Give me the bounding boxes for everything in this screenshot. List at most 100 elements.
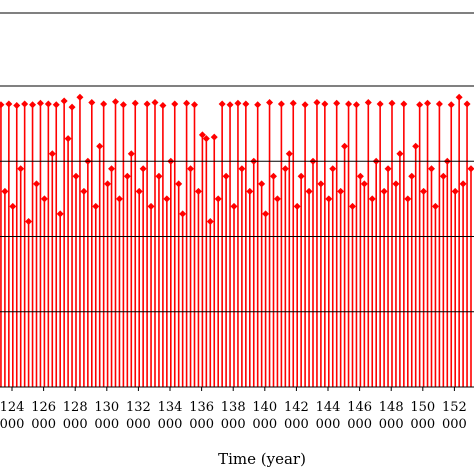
stem-marker (293, 202, 301, 210)
stem-marker (246, 187, 254, 195)
stem-marker (175, 180, 183, 188)
stem-marker (439, 172, 447, 180)
x-tick-label: 142 000 (284, 400, 309, 432)
x-axis-title: Time (year) (218, 450, 306, 468)
stem-marker (333, 99, 341, 107)
x-tick-label: 148 000 (379, 400, 404, 432)
stem-marker (29, 101, 37, 109)
stem-marker (163, 195, 171, 203)
x-tick-label: 140 000 (252, 400, 277, 432)
stem-marker (262, 210, 270, 218)
stem-marker (155, 172, 163, 180)
stem-marker (17, 165, 25, 173)
stem-marker (13, 102, 21, 110)
x-tick-label: 150 000 (410, 400, 435, 432)
stem-marker (447, 101, 455, 109)
stem-marker (202, 135, 210, 143)
stem-marker (9, 202, 17, 210)
stem-marker (171, 100, 179, 108)
stem-marker (364, 99, 372, 107)
x-tick-label: 138 000 (221, 400, 246, 432)
stem-marker (143, 100, 151, 108)
stem-marker (396, 150, 404, 158)
stem-marker (80, 187, 88, 195)
stem-marker (392, 180, 400, 188)
plot-area (0, 93, 474, 387)
stem-marker (266, 99, 274, 107)
stem-marker (36, 99, 44, 107)
stem-marker (416, 101, 424, 109)
stem-marker (313, 99, 321, 107)
stem-marker (111, 98, 119, 106)
stem-marker (400, 100, 408, 108)
stem-marker (194, 187, 202, 195)
stem-marker (360, 180, 368, 188)
stem-marker (187, 165, 195, 173)
stem-marker (44, 100, 52, 108)
stem-marker (384, 165, 392, 173)
stem-marker (420, 187, 428, 195)
x-tick-label: 126 000 (31, 400, 56, 432)
stem-marker (1, 187, 9, 195)
stem-marker (234, 99, 242, 107)
stem-marker (451, 187, 459, 195)
stem-marker (226, 101, 234, 109)
stem-marker (254, 101, 262, 109)
stem-marker (285, 150, 293, 158)
stem-marker (380, 187, 388, 195)
stem-marker (352, 101, 360, 109)
stem-marker (96, 142, 104, 150)
stem-marker (301, 101, 309, 109)
stem-marker (123, 172, 131, 180)
stem-marker (190, 101, 198, 109)
stem-marker (289, 99, 297, 107)
stem-marker (431, 202, 439, 210)
stem-marker (305, 187, 313, 195)
stem-marker (147, 202, 155, 210)
x-tick-label: 146 000 (347, 400, 372, 432)
stem-marker (238, 165, 246, 173)
stem-marker (345, 100, 353, 108)
stem-marker (104, 180, 112, 188)
stem-marker (198, 131, 206, 139)
stem-marker (277, 100, 285, 108)
stem-marker (159, 102, 167, 110)
stem-marker (210, 133, 218, 141)
stem-marker (72, 172, 80, 180)
stem-marker (348, 202, 356, 210)
stem-marker (25, 217, 33, 225)
stem-marker (206, 217, 214, 225)
stem-marker (64, 135, 72, 143)
stem-marker (281, 165, 289, 173)
stem-marker (21, 100, 29, 108)
stem-marker (151, 99, 159, 107)
x-tick-label: 132 000 (126, 400, 151, 432)
x-tick-label: 144 000 (316, 400, 341, 432)
stem-marker (119, 101, 127, 109)
stem-marker (131, 99, 139, 107)
stem-marker (0, 101, 5, 109)
stem-marker (52, 101, 60, 109)
x-tick-label: 130 000 (94, 400, 119, 432)
stem-marker (459, 180, 467, 188)
stem-marker (60, 97, 68, 105)
stem-marker (222, 172, 230, 180)
stem-marker (467, 165, 474, 173)
stem-marker (115, 195, 123, 203)
stem-marker (424, 99, 432, 107)
stem-marker (183, 99, 191, 107)
stem-marker (297, 172, 305, 180)
stem-marker (76, 93, 84, 101)
stem-marker (269, 172, 277, 180)
stem-marker (273, 195, 281, 203)
stem-marker (408, 172, 416, 180)
stem-marker (88, 99, 96, 107)
stem-marker (412, 142, 420, 150)
stem-marker (56, 210, 64, 218)
stem-marker (321, 100, 329, 108)
stem-marker (341, 142, 349, 150)
x-tick-label: 152 000 (442, 400, 467, 432)
stem-marker (48, 150, 56, 158)
